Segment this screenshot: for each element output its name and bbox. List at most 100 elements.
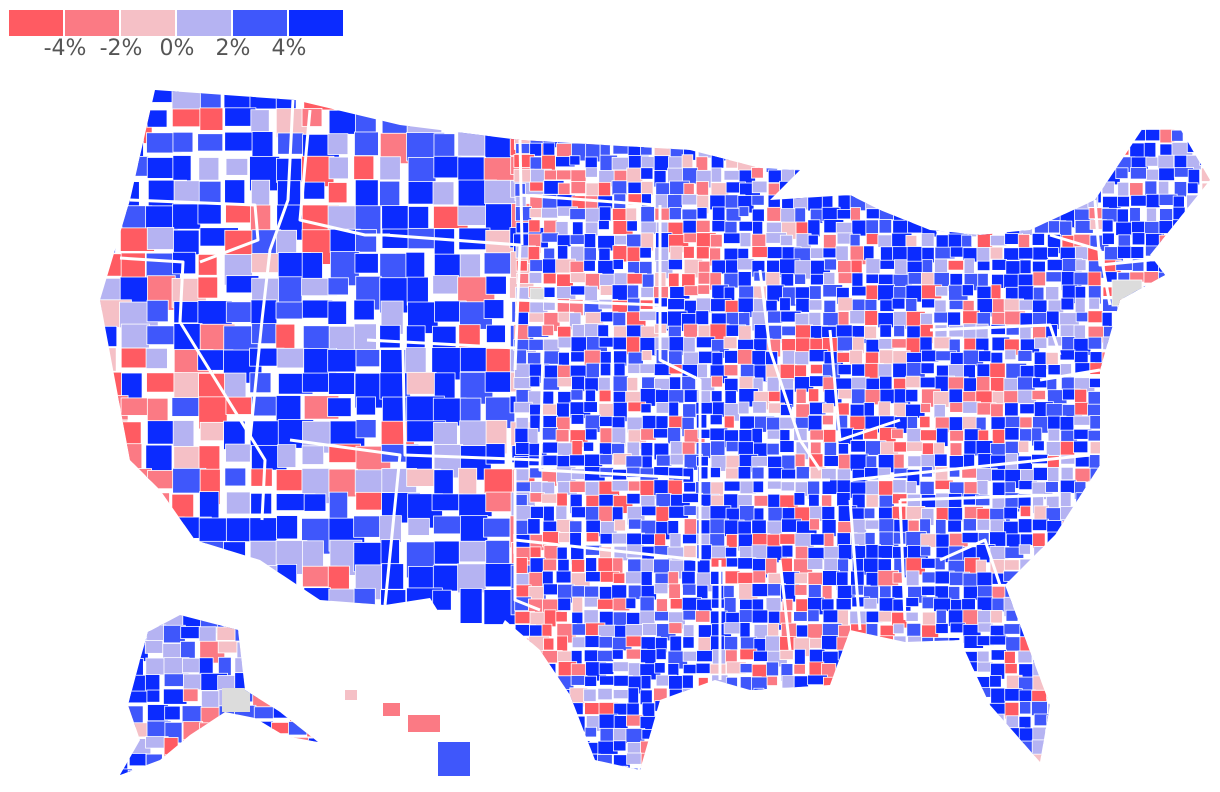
county-cell bbox=[1075, 492, 1096, 512]
county-cell bbox=[655, 714, 671, 729]
county-cell bbox=[851, 130, 863, 147]
county-cell bbox=[433, 469, 454, 497]
county-cell bbox=[1201, 519, 1210, 531]
county-cell bbox=[1186, 713, 1202, 732]
county-cell bbox=[433, 421, 458, 449]
county-cell bbox=[837, 443, 849, 455]
county-cell bbox=[879, 663, 895, 681]
county-cell bbox=[879, 714, 892, 733]
county-cell bbox=[1003, 570, 1025, 582]
county-cell bbox=[1129, 324, 1148, 345]
county-cell bbox=[641, 729, 659, 740]
county-cell bbox=[1188, 570, 1203, 581]
county-cell bbox=[1089, 571, 1110, 590]
county-cell bbox=[626, 377, 639, 392]
county-cell bbox=[1087, 596, 1104, 610]
county-cell bbox=[711, 390, 723, 403]
county-cell bbox=[948, 180, 966, 192]
county-cell bbox=[1061, 531, 1078, 546]
county-cell bbox=[379, 156, 401, 181]
county-cell bbox=[975, 494, 991, 507]
county-cell bbox=[879, 324, 892, 338]
county-cell bbox=[1103, 142, 1115, 163]
county-cell bbox=[529, 181, 544, 192]
county-cell bbox=[569, 726, 581, 745]
county-cell bbox=[1199, 129, 1210, 147]
county-cell bbox=[851, 766, 869, 770]
county-cell bbox=[794, 169, 808, 187]
county-cell bbox=[1201, 765, 1210, 770]
county-cell bbox=[877, 766, 893, 770]
county-cell bbox=[459, 588, 483, 624]
alaska-cell bbox=[163, 737, 179, 762]
county-cell bbox=[711, 765, 733, 770]
county-cell bbox=[1171, 519, 1183, 537]
county-cell bbox=[989, 144, 1007, 163]
county-cell bbox=[739, 232, 752, 248]
county-cell bbox=[1201, 350, 1210, 367]
county-cell bbox=[1045, 598, 1066, 611]
county-cell bbox=[569, 155, 581, 166]
county-cell bbox=[1117, 650, 1137, 672]
county-cell bbox=[121, 516, 143, 541]
alaska-cell bbox=[253, 770, 268, 775]
county-cell bbox=[571, 375, 585, 392]
county-cell bbox=[795, 715, 817, 732]
county-cell bbox=[1143, 754, 1165, 770]
county-cell bbox=[145, 564, 180, 591]
county-cell bbox=[1087, 675, 1101, 690]
county-cell bbox=[850, 207, 861, 222]
county-cell bbox=[1173, 245, 1187, 263]
county-cell bbox=[1019, 558, 1041, 575]
county-cell bbox=[1144, 428, 1166, 448]
county-cell bbox=[851, 156, 873, 168]
county-cell bbox=[863, 597, 878, 610]
alaska-cell bbox=[182, 688, 199, 702]
county-cell bbox=[851, 754, 866, 770]
county-cell bbox=[1117, 234, 1131, 248]
county-cell bbox=[1018, 480, 1034, 491]
county-cell bbox=[681, 194, 698, 206]
county-cell bbox=[541, 623, 553, 637]
county-cell bbox=[809, 337, 824, 351]
county-cell bbox=[794, 453, 806, 468]
county-cell bbox=[865, 623, 879, 641]
county-cell bbox=[599, 453, 613, 466]
county-cell bbox=[821, 181, 836, 195]
county-cell bbox=[542, 258, 558, 275]
alaska-cell bbox=[309, 626, 318, 643]
county-cell bbox=[612, 336, 627, 351]
county-cell bbox=[1088, 559, 1101, 579]
county-cell bbox=[1173, 468, 1190, 485]
county-cell bbox=[682, 403, 697, 418]
county-cell bbox=[1145, 455, 1157, 473]
county-cell bbox=[1018, 572, 1040, 589]
county-cell bbox=[933, 597, 952, 612]
county-cell bbox=[1117, 583, 1134, 605]
county-cell bbox=[353, 299, 375, 321]
county-cell bbox=[1158, 649, 1177, 661]
alaska-cell bbox=[126, 657, 144, 677]
county-cell bbox=[1076, 752, 1088, 769]
county-cell bbox=[961, 142, 981, 153]
county-cell bbox=[1046, 130, 1063, 151]
county-cell bbox=[920, 662, 936, 683]
county-cell bbox=[1031, 129, 1051, 141]
alaska-cell bbox=[145, 753, 163, 771]
county-cell bbox=[542, 272, 557, 285]
county-cell bbox=[711, 715, 727, 727]
county-cell bbox=[795, 297, 810, 313]
county-cell bbox=[1143, 557, 1157, 572]
county-cell bbox=[1060, 506, 1076, 521]
county-cell bbox=[893, 208, 912, 222]
county-cell bbox=[1173, 232, 1192, 252]
alaska-cell bbox=[199, 736, 217, 759]
county-cell bbox=[639, 130, 659, 144]
county-cell bbox=[794, 648, 806, 666]
county-cell bbox=[655, 506, 670, 524]
county-cell bbox=[1185, 389, 1207, 410]
county-cell bbox=[935, 128, 947, 148]
county-cell bbox=[976, 130, 997, 150]
county-cell bbox=[920, 155, 943, 167]
county-cell bbox=[583, 247, 597, 262]
